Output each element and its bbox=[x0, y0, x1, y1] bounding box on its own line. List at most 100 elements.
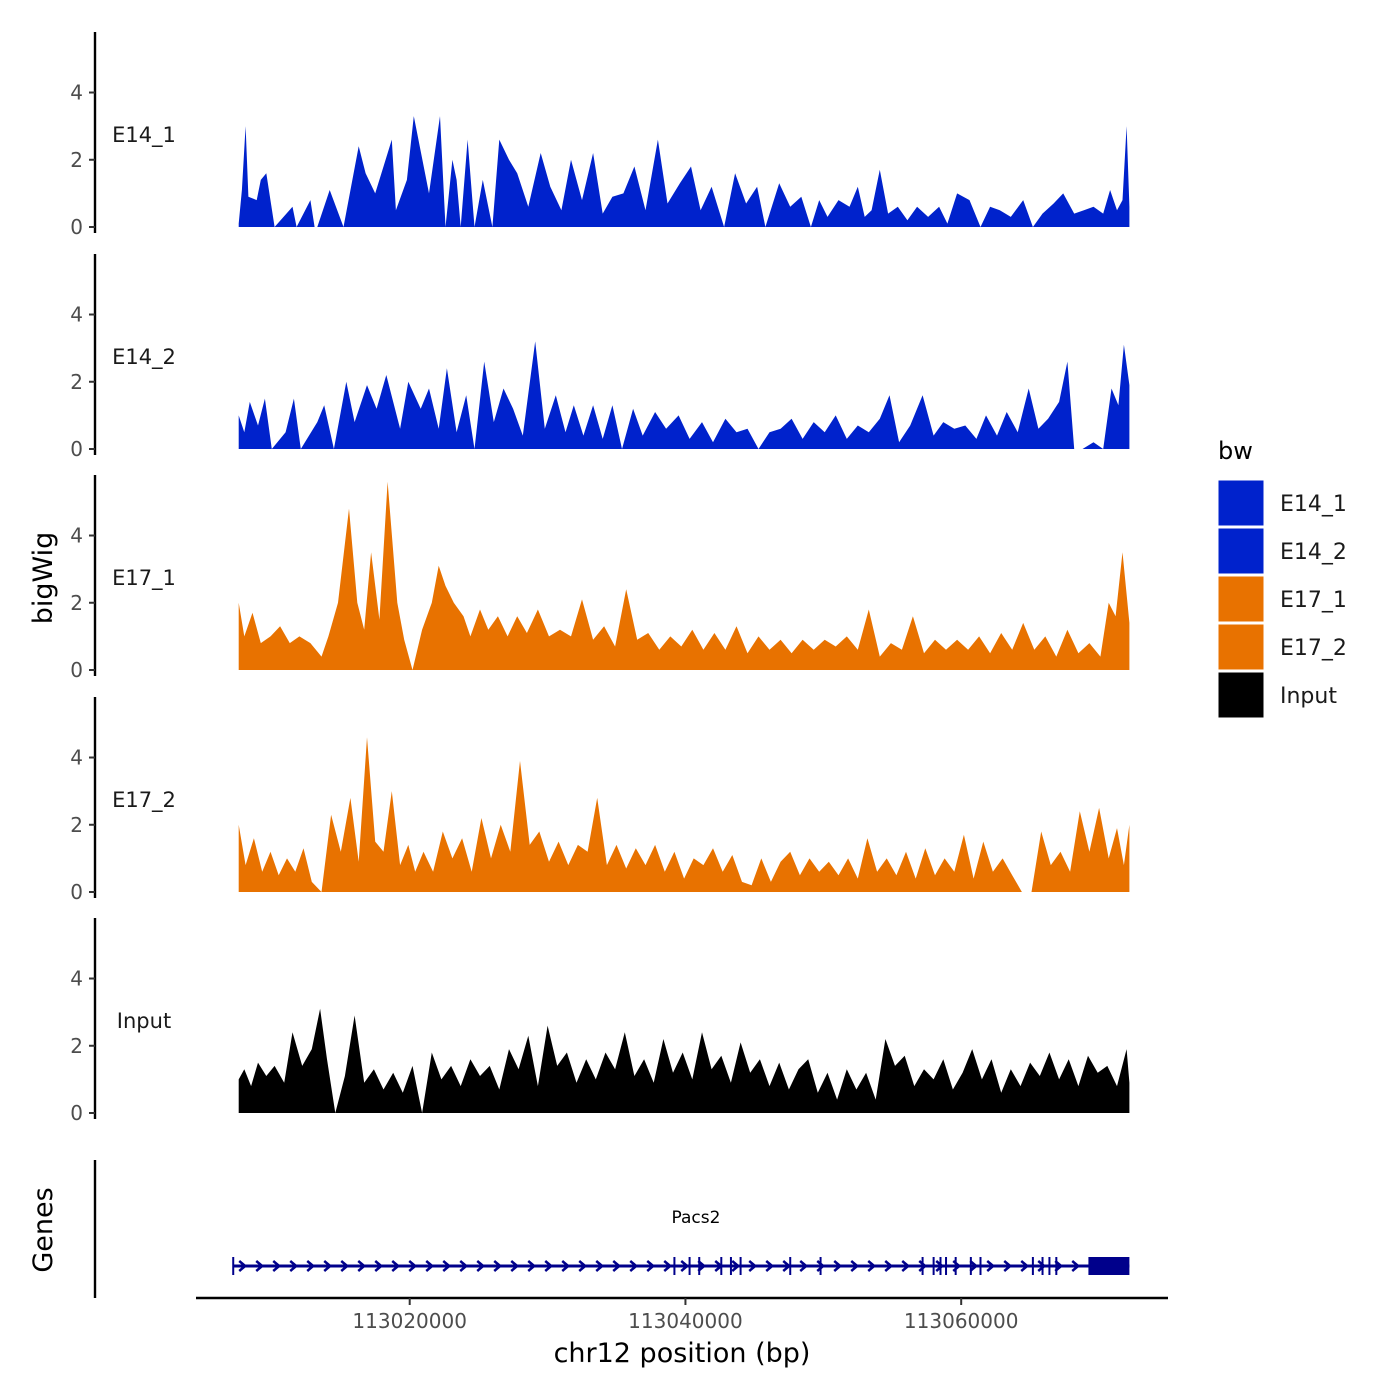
track-label: E17_1 bbox=[112, 566, 176, 591]
legend-label: E14_1 bbox=[1280, 492, 1347, 517]
area-E17_1 bbox=[238, 481, 1130, 670]
y-tick-label: 0 bbox=[70, 658, 83, 682]
legend-swatch bbox=[1217, 623, 1265, 671]
strand-arrow bbox=[1020, 1260, 1030, 1272]
strand-arrow bbox=[357, 1260, 367, 1272]
legend: bw E14_1 E14_2 E17_1 E17_2 Input bbox=[1217, 437, 1347, 719]
strand-arrow bbox=[816, 1260, 826, 1272]
y-tick-label: 0 bbox=[70, 437, 83, 461]
track-label: E14_1 bbox=[112, 123, 176, 148]
strand-arrow bbox=[986, 1260, 996, 1272]
y-tick-label: 2 bbox=[70, 813, 83, 837]
area-E14_2 bbox=[238, 341, 1130, 449]
tracks-group: 0 2 4 E14_1 0 2 4 E14_2 0 2 4 E17_1 0 2 4 E17_2 0 2 4 Input bbox=[70, 32, 1130, 1125]
strand-arrow bbox=[901, 1260, 911, 1272]
strand-arrow bbox=[238, 1260, 248, 1272]
gene-last-exon bbox=[1089, 1257, 1130, 1275]
strand-arrow bbox=[442, 1260, 452, 1272]
legend-title: bw bbox=[1218, 437, 1253, 465]
x-axis-title: chr12 position (bp) bbox=[554, 1338, 811, 1369]
y-tick-label: 4 bbox=[70, 967, 83, 991]
legend-label: E14_2 bbox=[1280, 540, 1347, 565]
track-Input: 0 2 4 Input bbox=[70, 918, 1130, 1125]
area-E17_2 bbox=[238, 737, 1130, 892]
strand-arrow bbox=[408, 1260, 418, 1272]
strand-arrow bbox=[272, 1260, 282, 1272]
legend-swatch bbox=[1217, 527, 1265, 575]
strand-arrow bbox=[680, 1260, 690, 1272]
track-label: E17_2 bbox=[112, 788, 176, 813]
track-E17_1: 0 2 4 E17_1 bbox=[70, 475, 1130, 682]
y-tick-label: 2 bbox=[70, 370, 83, 394]
strand-arrow bbox=[578, 1260, 588, 1272]
genes-track: Pacs2 bbox=[93, 1160, 1130, 1298]
strand-arrow bbox=[833, 1260, 843, 1272]
strand-arrow bbox=[391, 1260, 401, 1272]
strand-arrow bbox=[1037, 1260, 1047, 1272]
track-E14_2: 0 2 4 E14_2 bbox=[70, 254, 1130, 461]
strand-arrow bbox=[731, 1260, 741, 1272]
strand-arrow bbox=[544, 1260, 554, 1272]
strand-arrow bbox=[340, 1260, 350, 1272]
y-axis-title: bigWig bbox=[28, 532, 59, 625]
area-E14_1 bbox=[238, 116, 1130, 227]
y-tick-label: 2 bbox=[70, 1034, 83, 1058]
strand-arrow bbox=[306, 1260, 316, 1272]
y-tick-label: 0 bbox=[70, 1101, 83, 1125]
strand-arrow bbox=[765, 1260, 775, 1272]
strand-arrow bbox=[527, 1260, 537, 1272]
strand-arrow bbox=[867, 1260, 877, 1272]
legend-label: Input bbox=[1280, 684, 1337, 709]
strand-arrow bbox=[425, 1260, 435, 1272]
strand-arrow bbox=[884, 1260, 894, 1272]
track-E17_2: 0 2 4 E17_2 bbox=[70, 697, 1130, 904]
area-Input bbox=[238, 1008, 1130, 1113]
strand-arrow bbox=[935, 1260, 945, 1272]
track-label: E14_2 bbox=[112, 345, 176, 370]
strand-arrow bbox=[289, 1260, 299, 1272]
strand-arrow bbox=[918, 1260, 928, 1272]
genes-track-title: Genes bbox=[28, 1187, 59, 1272]
x-tick-label: 113060000 bbox=[904, 1309, 1019, 1333]
y-tick-label: 4 bbox=[70, 303, 83, 327]
strand-arrow bbox=[476, 1260, 486, 1272]
strand-arrow bbox=[799, 1260, 809, 1272]
legend-label: E17_2 bbox=[1280, 636, 1347, 661]
track-E14_1: 0 2 4 E14_1 bbox=[70, 32, 1130, 239]
strand-arrow bbox=[323, 1260, 333, 1272]
strand-arrow bbox=[374, 1260, 384, 1272]
strand-arrow bbox=[561, 1260, 571, 1272]
y-tick-label: 0 bbox=[70, 215, 83, 239]
strand-arrow bbox=[1003, 1260, 1013, 1272]
y-tick-label: 4 bbox=[70, 524, 83, 548]
strand-arrow bbox=[595, 1260, 605, 1272]
legend-label: E17_1 bbox=[1280, 588, 1347, 613]
legend-swatch bbox=[1217, 479, 1265, 527]
strand-arrow bbox=[663, 1260, 673, 1272]
x-tick-label: 113020000 bbox=[352, 1309, 467, 1333]
strand-arrow bbox=[493, 1260, 503, 1272]
strand-arrow bbox=[646, 1260, 656, 1272]
strand-arrow bbox=[629, 1260, 639, 1272]
x-tick-label: 113040000 bbox=[628, 1309, 743, 1333]
strand-arrow bbox=[459, 1260, 469, 1272]
x-axis: 113020000 113040000 113060000 bbox=[196, 1296, 1168, 1333]
strand-arrow bbox=[850, 1260, 860, 1272]
y-tick-label: 2 bbox=[70, 148, 83, 172]
y-tick-label: 4 bbox=[70, 81, 83, 105]
strand-arrow bbox=[782, 1260, 792, 1272]
strand-arrow bbox=[510, 1260, 520, 1272]
y-tick-label: 0 bbox=[70, 880, 83, 904]
gene-name: Pacs2 bbox=[672, 1208, 721, 1228]
legend-swatch bbox=[1217, 671, 1265, 719]
strand-arrow bbox=[612, 1260, 622, 1272]
y-tick-label: 4 bbox=[70, 746, 83, 770]
strand-arrow bbox=[748, 1260, 758, 1272]
strand-arrow bbox=[255, 1260, 265, 1272]
strand-arrow bbox=[969, 1260, 979, 1272]
y-tick-label: 2 bbox=[70, 591, 83, 615]
strand-arrow bbox=[1071, 1260, 1081, 1272]
track-label: Input bbox=[117, 1009, 171, 1033]
legend-swatch bbox=[1217, 575, 1265, 623]
